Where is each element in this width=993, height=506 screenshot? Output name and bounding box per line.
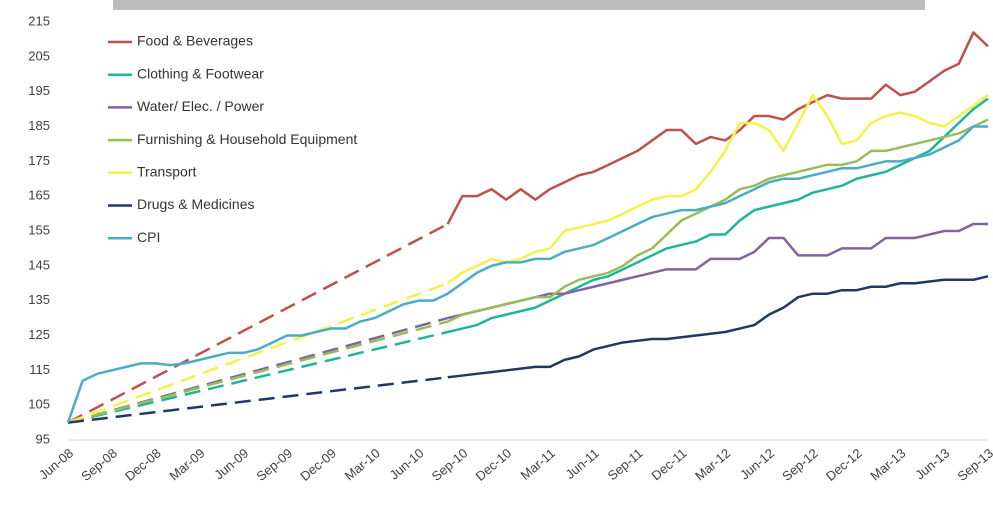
legend-label: Drugs & Medicines <box>137 196 255 212</box>
gap-connector <box>67 222 449 424</box>
series-line <box>447 118 989 323</box>
x-tick-label: Mar-11 <box>518 445 558 482</box>
y-tick-label: 125 <box>28 327 50 342</box>
series-line <box>447 275 989 379</box>
gap-connector <box>67 376 448 424</box>
top-bar <box>113 0 925 10</box>
series-line <box>446 31 989 225</box>
legend-label: Clothing & Footwear <box>137 65 264 81</box>
x-tick-label: Jun-10 <box>387 445 427 482</box>
y-tick-label: 165 <box>28 188 50 203</box>
x-tick-label: Dec-09 <box>297 445 339 483</box>
gap-connector <box>67 282 449 424</box>
x-tick-label: Sep-09 <box>253 445 295 483</box>
x-tick-label: Jun-08 <box>36 445 76 482</box>
x-tick-label: Dec-11 <box>648 445 689 483</box>
series-line <box>66 125 988 423</box>
x-tick-label: Sep-12 <box>779 445 821 483</box>
y-tick-label: 205 <box>28 48 50 63</box>
x-tick-label: Sep-11 <box>605 445 646 483</box>
x-tick-label: Dec-12 <box>823 445 865 483</box>
legend: Food & Beverages Clothing & Footwear Water… <box>108 33 357 245</box>
legend-label: Furnishing & Household Equipment <box>137 131 357 147</box>
x-tick-label: Sep-10 <box>429 445 471 483</box>
y-tick-label: 155 <box>28 222 50 237</box>
series-line <box>447 222 988 320</box>
x-tick-label: Jun-12 <box>737 445 777 482</box>
gap-connector <box>67 330 448 424</box>
series-line <box>446 93 989 285</box>
gap-connector <box>67 316 449 424</box>
legend-label: Transport <box>137 164 197 180</box>
legend-label: Food & Beverages <box>137 33 253 49</box>
x-tick-label: Mar-09 <box>166 445 207 483</box>
y-tick-label: 215 <box>28 13 50 28</box>
x-tick-label: Dec-10 <box>472 445 514 483</box>
y-tick-label: 145 <box>28 257 50 272</box>
legend-label: CPI <box>137 229 160 245</box>
y-tick-label: 135 <box>28 292 50 307</box>
legend-label: Water/ Elec. / Power <box>137 98 264 114</box>
x-tick-label: Jun-11 <box>562 445 601 481</box>
x-tick-label: Mar-10 <box>342 445 383 483</box>
x-tick-label: Dec-08 <box>122 445 164 483</box>
x-tick-label: Mar-12 <box>692 445 733 483</box>
x-tick-label: Sep-08 <box>78 445 120 483</box>
gap-connector <box>67 320 449 424</box>
y-tick-label: 185 <box>28 118 50 133</box>
y-tick-label: 195 <box>28 83 50 98</box>
x-tick-label: Jun-09 <box>211 445 251 482</box>
y-tick-label: 95 <box>36 431 50 446</box>
x-tick-label: Jun-13 <box>912 445 952 482</box>
series-line <box>447 97 989 334</box>
x-tick-label: Mar-13 <box>867 445 908 483</box>
y-tick-label: 105 <box>28 397 50 412</box>
x-tick-label: Sep-13 <box>954 445 993 483</box>
y-tick-label: 115 <box>29 362 50 377</box>
y-tick-label: 175 <box>28 153 50 168</box>
